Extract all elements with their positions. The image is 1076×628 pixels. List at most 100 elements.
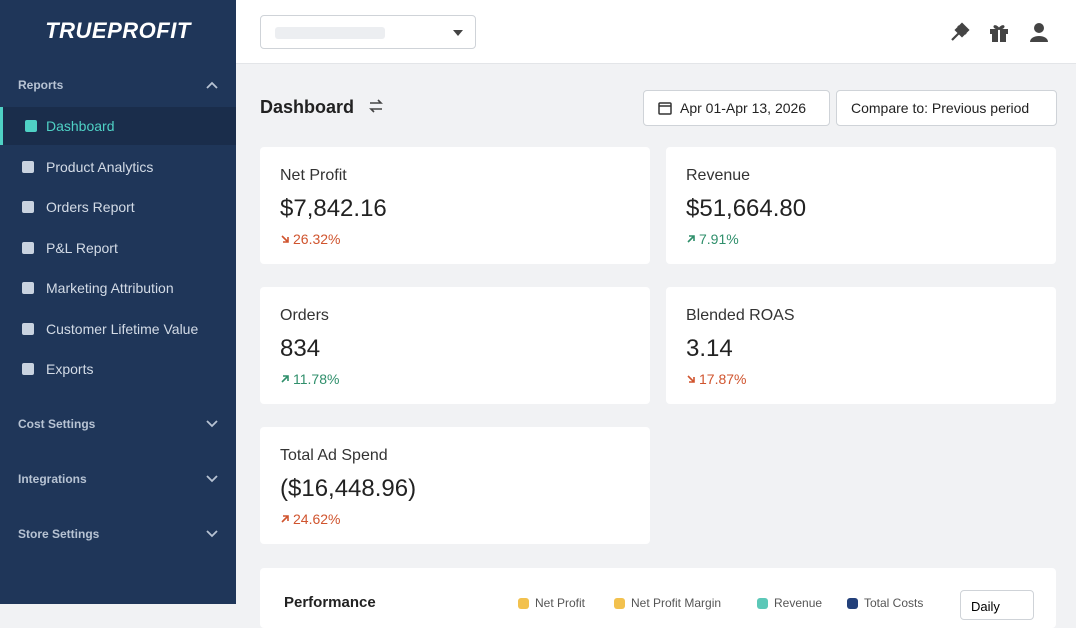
- nav-item[interactable]: Customer Lifetime Value: [0, 310, 236, 348]
- nav-item[interactable]: Orders Report: [0, 188, 236, 226]
- nav-icon: [22, 282, 34, 294]
- trend-arrow: [281, 515, 289, 523]
- metric-card: Revenue $51,664.80 7.91%: [666, 147, 1056, 264]
- change-text: 26.32%: [293, 231, 341, 247]
- nav-item[interactable]: P&L Report: [0, 229, 236, 267]
- trend-arrow: [281, 235, 289, 243]
- metric-label: Total Ad Spend: [280, 447, 388, 464]
- nav-icon: [22, 322, 34, 335]
- calendar-icon: [658, 102, 672, 115]
- metric-label: Orders: [280, 307, 329, 324]
- legend-swatch: [757, 597, 768, 609]
- sidebar-section[interactable]: Integrations: [18, 472, 218, 486]
- nav-icon-shape: [25, 120, 37, 132]
- trend-arrow: [687, 375, 695, 383]
- metric-label: Revenue: [686, 167, 751, 184]
- section-title: Store Settings: [18, 527, 100, 541]
- nav-icon-shape: [22, 201, 34, 213]
- legend-swatch: [847, 597, 858, 609]
- trend-arrow: [687, 235, 695, 243]
- nav-icon-shape: [22, 282, 34, 294]
- nav-label: Dashboard: [46, 118, 115, 134]
- legend-swatch: [518, 597, 529, 609]
- nav-icon: [22, 201, 34, 213]
- metric-value: $51,664.80: [686, 195, 807, 222]
- metric-card: Total Ad Spend ($16,448.96) 24.62%: [260, 427, 650, 544]
- metric-value: ($16,448.96): [280, 475, 417, 502]
- nav-item[interactable]: Marketing Attribution: [0, 269, 236, 307]
- store-name-blurred: [275, 27, 385, 39]
- metric-value: $7,842.16: [280, 195, 387, 222]
- chevron: [206, 420, 218, 428]
- legend-label: Net Profit Margin: [631, 596, 722, 610]
- legend-swatch: [614, 597, 625, 609]
- nav-label: Product Analytics: [46, 158, 154, 175]
- trend-arrow-path: [687, 235, 695, 243]
- metric-card: Blended ROAS 3.14 17.87%: [666, 287, 1056, 404]
- nav-label: Marketing Attribution: [46, 280, 174, 296]
- sidebar-section[interactable]: Reports: [18, 78, 218, 92]
- trend-arrow-path: [281, 515, 289, 523]
- legend-item[interactable]: Total Costs: [847, 596, 923, 610]
- user-icon[interactable]: [1028, 22, 1050, 44]
- granularity: Daily: [971, 599, 1000, 614]
- section-title: Cost Settings: [18, 417, 96, 431]
- metric-label: Blended ROAS: [686, 307, 795, 324]
- nav-label: Orders Report: [46, 199, 135, 215]
- change-text: 17.87%: [699, 371, 747, 387]
- nav-icon: [22, 363, 34, 375]
- date-range: Apr 01-Apr 13, 2026: [680, 100, 807, 116]
- legend-label: Net Profit: [535, 596, 586, 610]
- chevron-path: [206, 530, 218, 538]
- change-text: 24.62%: [293, 511, 341, 527]
- metric-value: 834: [280, 335, 321, 362]
- nav-item[interactable]: Dashboard: [0, 107, 236, 145]
- compare-text: Compare to: Previous period: [851, 100, 1030, 116]
- metric-change: 17.87%: [686, 371, 1036, 387]
- compare-button[interactable]: Compare to: Previous period: [836, 90, 1057, 126]
- nav-icon: [22, 160, 34, 173]
- legend-item[interactable]: Net Profit: [518, 596, 585, 610]
- legend-label: Total Costs: [864, 596, 924, 610]
- nav-item[interactable]: Exports: [0, 350, 236, 388]
- logo[interactable]: TRUEPROFIT: [45, 18, 191, 43]
- title-text: Dashboard: [260, 97, 355, 117]
- legend-item[interactable]: Net Profit Margin: [614, 596, 721, 610]
- sidebar-section[interactable]: Store Settings: [18, 527, 218, 541]
- legend-label: Revenue: [774, 596, 823, 610]
- metric-change: 11.78%: [280, 371, 630, 387]
- nav-item[interactable]: Product Analytics: [0, 148, 236, 186]
- chevron: [206, 475, 218, 483]
- top-bar: [236, 0, 1076, 64]
- nav-label: P&L Report: [46, 239, 118, 256]
- chevron: [206, 530, 218, 538]
- page-title: Dashboard: [260, 97, 383, 118]
- sidebar: TRUEPROFIT Reports Dashboard Product Analy…: [0, 0, 236, 604]
- legend-item[interactable]: Revenue: [757, 596, 822, 610]
- gift-icon[interactable]: [988, 22, 1010, 44]
- change-text: 7.91%: [699, 231, 739, 247]
- chevron-path: [206, 420, 218, 428]
- trend-arrow-path: [687, 375, 695, 383]
- metric-label: Net Profit: [280, 167, 347, 184]
- nav-icon-shape: [22, 322, 34, 335]
- nav-icon-shape: [22, 363, 34, 375]
- trend-arrow-path: [281, 235, 289, 243]
- trend-arrow-path: [281, 375, 289, 383]
- trend-arrow: [281, 375, 289, 383]
- nav-label: Customer Lifetime Value: [46, 320, 199, 337]
- metric-change: 26.32%: [280, 231, 630, 247]
- metric-change: 7.91%: [686, 231, 1036, 247]
- granularity-select[interactable]: Daily: [960, 590, 1034, 620]
- metric-value: 3.14: [686, 335, 733, 362]
- nav-icon-shape: [22, 160, 34, 173]
- performance-panel: Performance Daily Net Profit Net Profit M…: [260, 568, 1056, 628]
- date-range-button[interactable]: Apr 01-Apr 13, 2026: [643, 90, 830, 126]
- sidebar-section[interactable]: Cost Settings: [18, 417, 218, 431]
- tools-icon[interactable]: [948, 22, 970, 44]
- nav-icon: [25, 120, 37, 132]
- store-selector[interactable]: [260, 15, 476, 49]
- switch-icon[interactable]: [369, 99, 383, 113]
- nav-label: Exports: [46, 361, 94, 377]
